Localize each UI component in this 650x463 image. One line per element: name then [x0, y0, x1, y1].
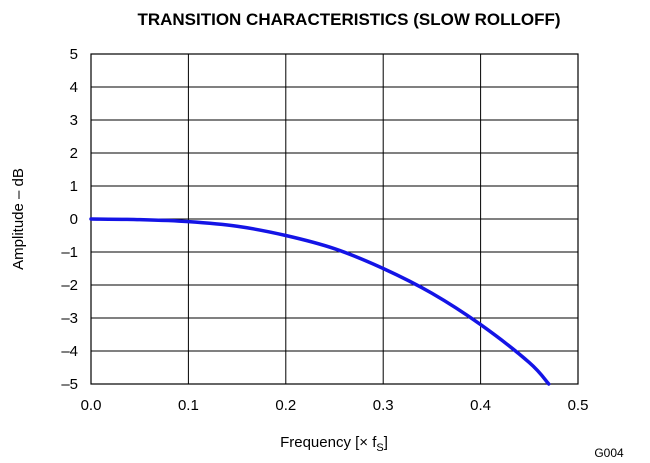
y-tick-label: –3 — [61, 310, 78, 327]
x-tick-label: 0.4 — [470, 397, 491, 414]
y-tick-label: 3 — [70, 112, 78, 129]
y-tick-label: 2 — [70, 145, 78, 162]
y-tick-labels: 5 4 3 2 1 0 –1 –2 –3 –4 –5 — [61, 46, 78, 393]
y-tick-label: –5 — [61, 376, 78, 393]
y-tick-label: 1 — [70, 178, 78, 195]
chart-title: TRANSITION CHARACTERISTICS (SLOW ROLLOFF… — [137, 10, 560, 29]
x-tick-label: 0.3 — [373, 397, 394, 414]
x-axis-label-suffix: ] — [384, 434, 388, 451]
y-tick-label: 5 — [70, 46, 78, 63]
x-axis-label-main: Frequency [× f — [280, 434, 377, 451]
y-tick-label: –4 — [61, 343, 78, 360]
y-axis-label: Amplitude – dB — [10, 168, 27, 270]
x-tick-label: 0.1 — [178, 397, 199, 414]
x-tick-labels: 0.0 0.1 0.2 0.3 0.4 0.5 — [81, 397, 589, 414]
figure-code: G004 — [594, 446, 624, 460]
x-axis-label-subscript: S — [376, 442, 383, 454]
y-tick-label: 0 — [70, 211, 78, 228]
x-tick-label: 0.5 — [568, 397, 589, 414]
x-tick-label: 0.0 — [81, 397, 102, 414]
y-tick-label: 4 — [70, 79, 78, 96]
x-axis-label: Frequency [× fS] — [280, 434, 388, 454]
amplitude-curve — [89, 217, 551, 386]
y-tick-label: –2 — [61, 277, 78, 294]
y-tick-label: –1 — [61, 244, 78, 261]
x-tick-label: 0.2 — [275, 397, 296, 414]
